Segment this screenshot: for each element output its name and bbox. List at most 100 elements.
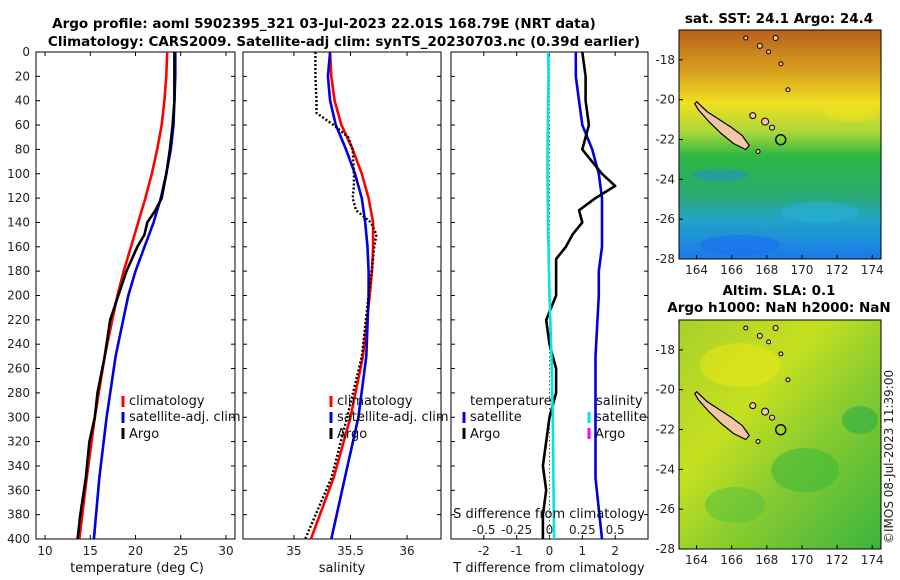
series-line-satellite-adj-clim xyxy=(92,52,177,540)
depth-tick-label: 340 xyxy=(7,459,30,473)
top-tick-label: -0.25 xyxy=(501,523,532,537)
x-tick-label: 2 xyxy=(611,544,619,558)
map-y-tick-label: -24 xyxy=(655,172,675,186)
temperature-axes xyxy=(35,51,236,540)
map-y-tick-label: -18 xyxy=(655,53,675,67)
depth-tick-label: 380 xyxy=(7,508,30,522)
map-x-tick-label: 164 xyxy=(685,553,708,567)
sla-map-title-line1: Altim. SLA: 0.1 xyxy=(722,283,835,299)
imos-watermark: ©IMOS 08-Jul-2023 11:39:00 xyxy=(882,370,896,544)
small-island xyxy=(772,34,779,41)
sst-cool-patch xyxy=(692,169,748,181)
temperature-legend: climatology satellite-adj. clim Argo xyxy=(121,394,241,442)
map-x-tick-label: 172 xyxy=(826,553,849,567)
depth-axis: 0 20 40 60 80 100 120 140 160 180 200 220 240 260 280 3… xyxy=(7,45,648,546)
sla-map-title-line2: Argo h1000: NaN h2000: NaN xyxy=(667,300,890,316)
x-tick-label: 36 xyxy=(399,544,414,558)
sla-high-patch xyxy=(700,343,780,387)
map-y-tick-label: -26 xyxy=(655,212,675,226)
map-y-tick-label: -18 xyxy=(655,343,675,357)
x-tick-label: 10 xyxy=(37,544,52,558)
island-new-caledonia xyxy=(694,100,751,151)
map-y-tick-label: -28 xyxy=(655,252,675,266)
sst-cool-patch xyxy=(700,235,780,255)
map-y-tick-label: -20 xyxy=(655,93,675,107)
legend-title-temperature: temperature xyxy=(470,394,552,409)
legend-label-s-argo: Argo xyxy=(595,427,625,442)
depth-tick-label: 180 xyxy=(7,264,30,278)
map-y-tick-label: -28 xyxy=(655,542,675,556)
depth-tick-label: 320 xyxy=(7,435,30,449)
small-island xyxy=(755,438,761,444)
difference-xlabel: T difference from climatology xyxy=(452,561,645,576)
depth-tick-label: 300 xyxy=(7,410,30,424)
argo-position-marker xyxy=(775,134,787,146)
sst-map-overlay: 164 166 168 170 172 174 -18 -20 -22 -24 -26 -28 xyxy=(655,34,884,277)
small-island xyxy=(766,49,772,55)
x-tick-label: 25 xyxy=(173,544,188,558)
small-island xyxy=(785,377,791,383)
small-island xyxy=(761,407,770,416)
legend-label-climatology: climatology xyxy=(337,394,413,409)
sst-warm-patch xyxy=(824,102,876,122)
map-x-tick-label: 174 xyxy=(861,553,884,567)
depth-tick-label: 260 xyxy=(7,362,30,376)
salinity-xlabel: salinity xyxy=(319,561,366,576)
small-island xyxy=(743,35,749,41)
island-new-caledonia xyxy=(694,390,751,441)
temperature-xlabel: temperature (deg C) xyxy=(70,561,204,576)
figure-title-line2: Climatology: CARS2009. Satellite-adj cli… xyxy=(48,34,640,50)
map-x-tick-label: 168 xyxy=(755,263,778,277)
legend-label-satellite: satellite-adj. clim xyxy=(337,410,449,425)
depth-tick-label: 360 xyxy=(7,483,30,497)
legend-label-t-argo: Argo xyxy=(470,427,500,442)
x-tick-label: 15 xyxy=(83,544,98,558)
top-tick-label: 0.25 xyxy=(569,523,596,537)
x-tick-label: 30 xyxy=(218,544,233,558)
legend-title-salinity: salinity xyxy=(596,394,643,409)
map-y-tick-label: -22 xyxy=(655,133,675,147)
salinity-plot: 35 35.5 36 xyxy=(286,51,415,558)
series-line-argo xyxy=(76,52,176,540)
depth-tick-label: 400 xyxy=(7,532,30,546)
depth-tick-label: 120 xyxy=(7,191,30,205)
small-island xyxy=(778,61,784,67)
series-line-satellite-adj-clim xyxy=(326,51,370,540)
x-tick-label: 0 xyxy=(546,544,554,558)
small-island xyxy=(749,402,757,410)
legend-label-satellite: satellite-adj. clim xyxy=(129,410,241,425)
map-y-tick-label: -26 xyxy=(655,502,675,516)
depth-tick-label: 240 xyxy=(7,337,30,351)
map-x-tick-label: 166 xyxy=(720,263,743,277)
depth-tick-label: 40 xyxy=(15,94,30,108)
difference-top-label: S difference from climatology xyxy=(453,507,645,522)
map-y-tick-label: -22 xyxy=(655,423,675,437)
x-tick-label: 35 xyxy=(286,544,301,558)
small-island xyxy=(769,414,776,421)
map-x-tick-label: 172 xyxy=(826,263,849,277)
legend-label-t-satellite: satellite xyxy=(470,410,522,425)
sst-cool-patch xyxy=(780,202,860,222)
depth-tick-label: 0 xyxy=(22,45,30,59)
map-y-tick-label: -24 xyxy=(655,462,675,476)
map-x-tick-label: 166 xyxy=(720,553,743,567)
map-x-tick-label: 168 xyxy=(755,553,778,567)
sla-low-patch xyxy=(705,487,765,523)
small-island xyxy=(766,339,772,345)
figure-title-line1: Argo profile: aoml 5902395_321 03-Jul-20… xyxy=(52,16,596,32)
depth-tick-label: 20 xyxy=(15,69,30,83)
x-tick-label: -2 xyxy=(478,544,490,558)
series-line-t-satellite xyxy=(574,52,604,540)
sst-map-frame xyxy=(678,29,882,260)
sla-low-patch xyxy=(842,406,878,434)
series-line-t-argo xyxy=(541,51,617,539)
small-island xyxy=(755,148,761,154)
small-island xyxy=(785,87,791,93)
depth-tick-label: 80 xyxy=(15,142,30,156)
small-island xyxy=(743,325,749,331)
map-x-tick-label: 164 xyxy=(685,263,708,277)
depth-tick-label: 280 xyxy=(7,386,30,400)
small-island xyxy=(756,42,763,49)
legend-label-s-satellite: satellite xyxy=(595,410,647,425)
